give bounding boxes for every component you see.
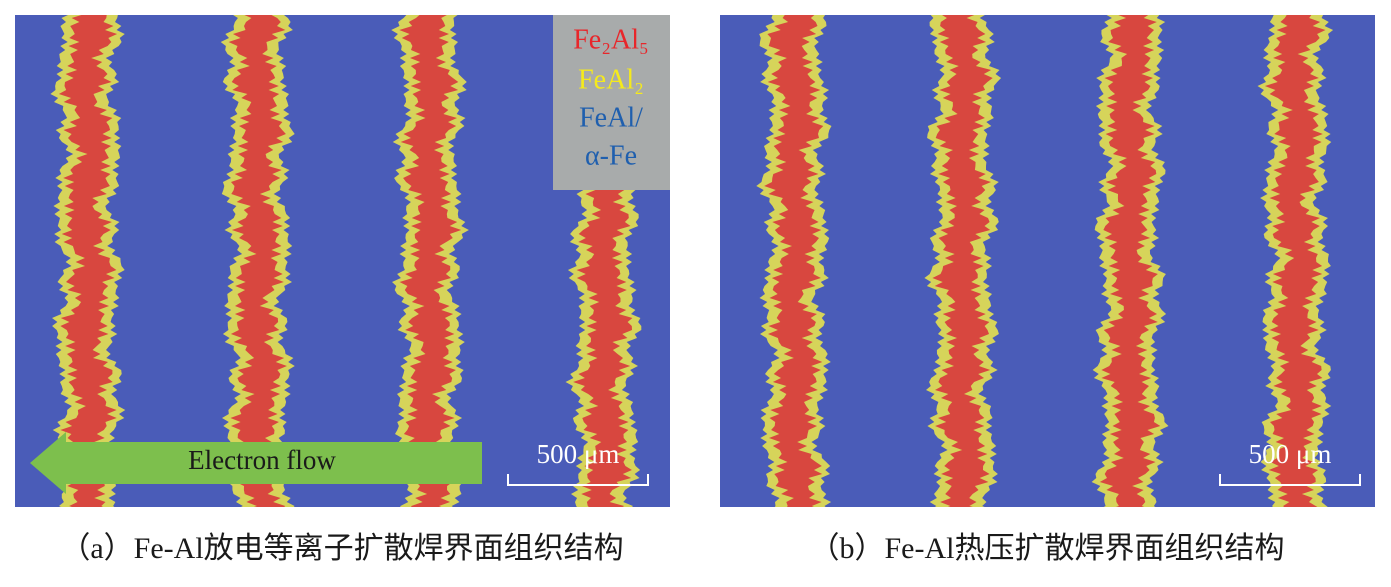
fe2al5-layer [1264,15,1326,507]
fe2al5-layer [1099,15,1161,507]
scale-bar [507,474,649,486]
legend-entry: Fe₂Al₅ [573,24,649,55]
arrow-label: Electron flow [188,445,336,475]
caption: （a）Fe-Al放电等离子扩散焊界面组织结构 [60,532,623,565]
fe2al5-layer [399,15,462,507]
fe2al5-layer [764,15,824,507]
legend-box [553,15,670,190]
legend-entry: FeAl/ [579,102,643,133]
fe2al5-layer [228,15,287,507]
legend-entry: α-Fe [585,140,637,171]
panel-b-stripes [756,15,1334,507]
caption: （b）Fe-Al热压扩散焊界面组织结构 [810,532,1285,565]
fe2al5-layer [932,15,993,507]
scale-bar-label: 500 μm [1249,439,1332,469]
fe2al5-layer [58,15,118,507]
electron-flow-arrow [30,432,482,494]
scale-bar [1219,474,1361,486]
legend-entry: FeAl₂ [578,64,644,95]
scale-bar-label: 500 μm [537,439,620,469]
